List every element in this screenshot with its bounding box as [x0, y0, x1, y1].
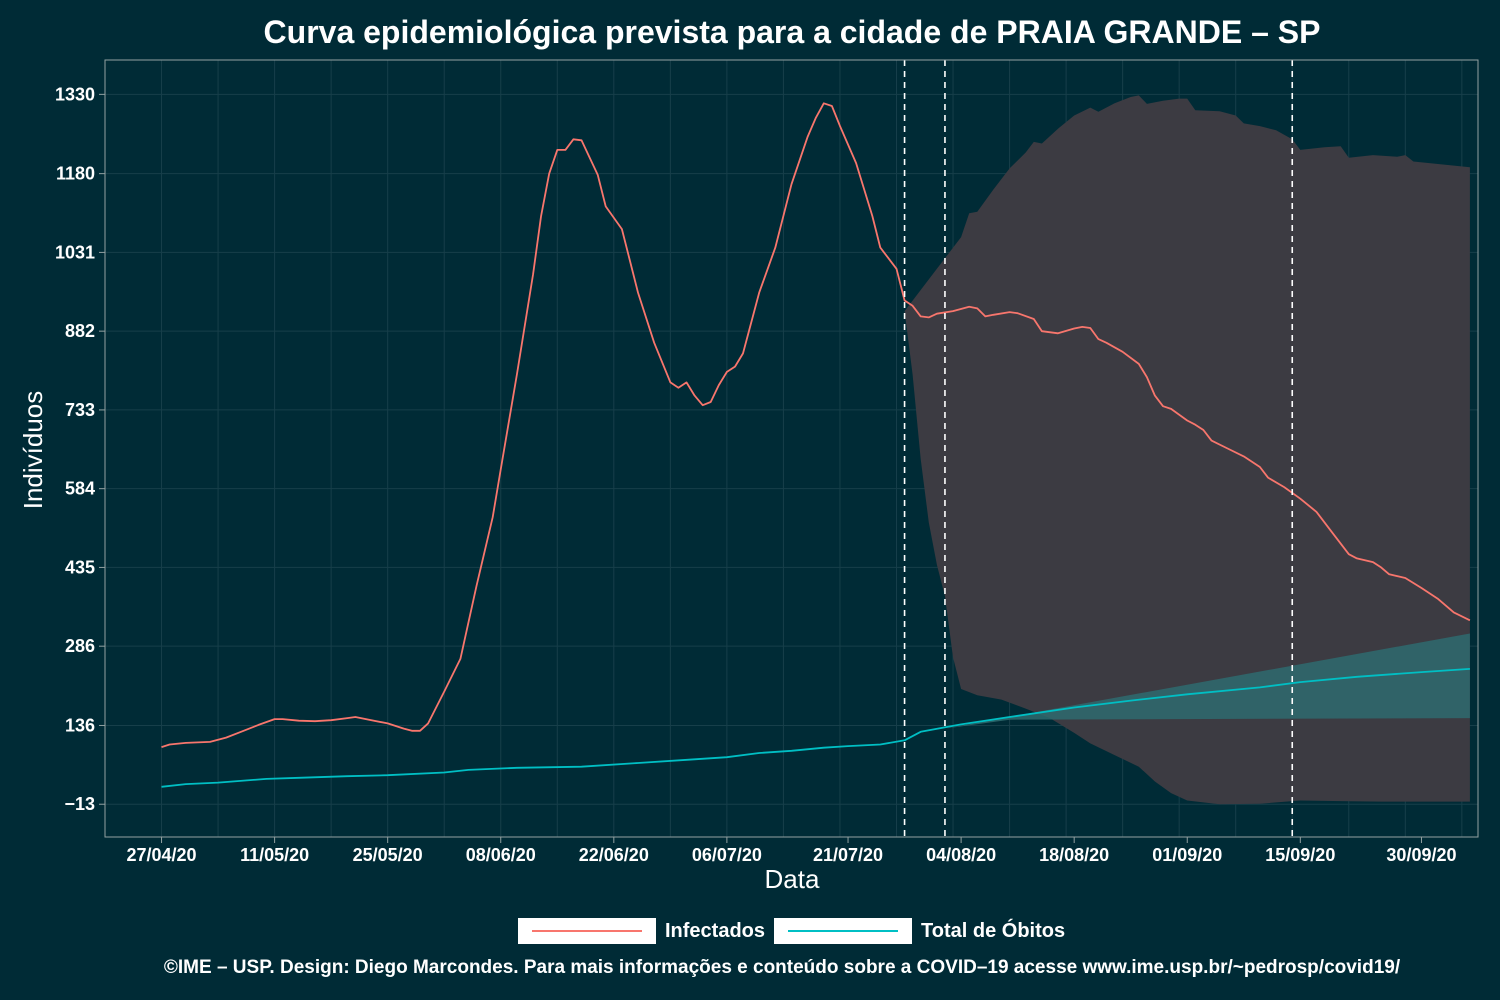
- legend-key-obitos: [774, 918, 913, 944]
- x-tick-label: 25/05/20: [353, 845, 423, 865]
- y-tick-label: 1180: [56, 164, 95, 184]
- x-tick-label: 30/09/20: [1386, 845, 1456, 865]
- series-line-obitos: [161, 668, 1470, 788]
- y-tick-label: 435: [65, 557, 95, 577]
- x-tick-label: 18/08/20: [1039, 845, 1109, 865]
- confidence-band-obitos: [945, 633, 1470, 729]
- legend-label-infectados: Infectados: [665, 919, 766, 942]
- y-axis-title: Indivíduos: [18, 391, 48, 510]
- y-tick-label: 882: [65, 321, 95, 341]
- legend-label-obitos: Total de Óbitos: [921, 919, 1066, 942]
- x-tick-label: 08/06/20: [466, 845, 536, 865]
- x-axis-title: Data: [765, 864, 820, 894]
- x-tick-label: 01/09/20: [1152, 845, 1222, 865]
- series-line-infectados: [161, 102, 1471, 748]
- x-tick-label: 11/05/20: [240, 845, 309, 865]
- x-tick-label: 22/06/20: [579, 845, 649, 865]
- confidence-band-infectados: [904, 95, 1470, 805]
- y-tick-label: 136: [65, 715, 95, 735]
- legend: Infectados Total de Óbitos: [518, 918, 1074, 944]
- legend-swatch-infectados: [532, 930, 642, 932]
- axis-layer: 1330 1180 1031 882 733 584 435 286 136 −13 27/04/2…: [55, 59, 1479, 865]
- plot-panel-border: [104, 59, 1479, 838]
- x-tick-label: 15/09/20: [1265, 845, 1335, 865]
- y-tick-label: 1031: [55, 242, 95, 262]
- x-tick-label: 21/07/20: [813, 845, 883, 865]
- band-layer: [904, 95, 1470, 805]
- x-tick-label: 27/04/20: [126, 845, 196, 865]
- line-layer: [161, 102, 1471, 788]
- legend-key-infectados: [518, 918, 656, 944]
- x-tick-label: 06/07/20: [692, 845, 762, 865]
- y-tick-label: 584: [65, 479, 95, 499]
- footer-credit: ©IME – USP. Design: Diego Marcondes. Par…: [163, 957, 1401, 978]
- x-tick-label: 04/08/20: [926, 845, 996, 865]
- vline-layer: [903, 60, 1294, 837]
- chart-title: Curva epidemiológica prevista para a cid…: [263, 14, 1321, 50]
- y-tick-label: 733: [65, 400, 95, 420]
- legend-swatch-obitos: [788, 930, 899, 932]
- y-tick-label: 1330: [55, 84, 95, 104]
- y-tick-label: −13: [64, 794, 95, 814]
- y-tick-label: 286: [65, 636, 95, 656]
